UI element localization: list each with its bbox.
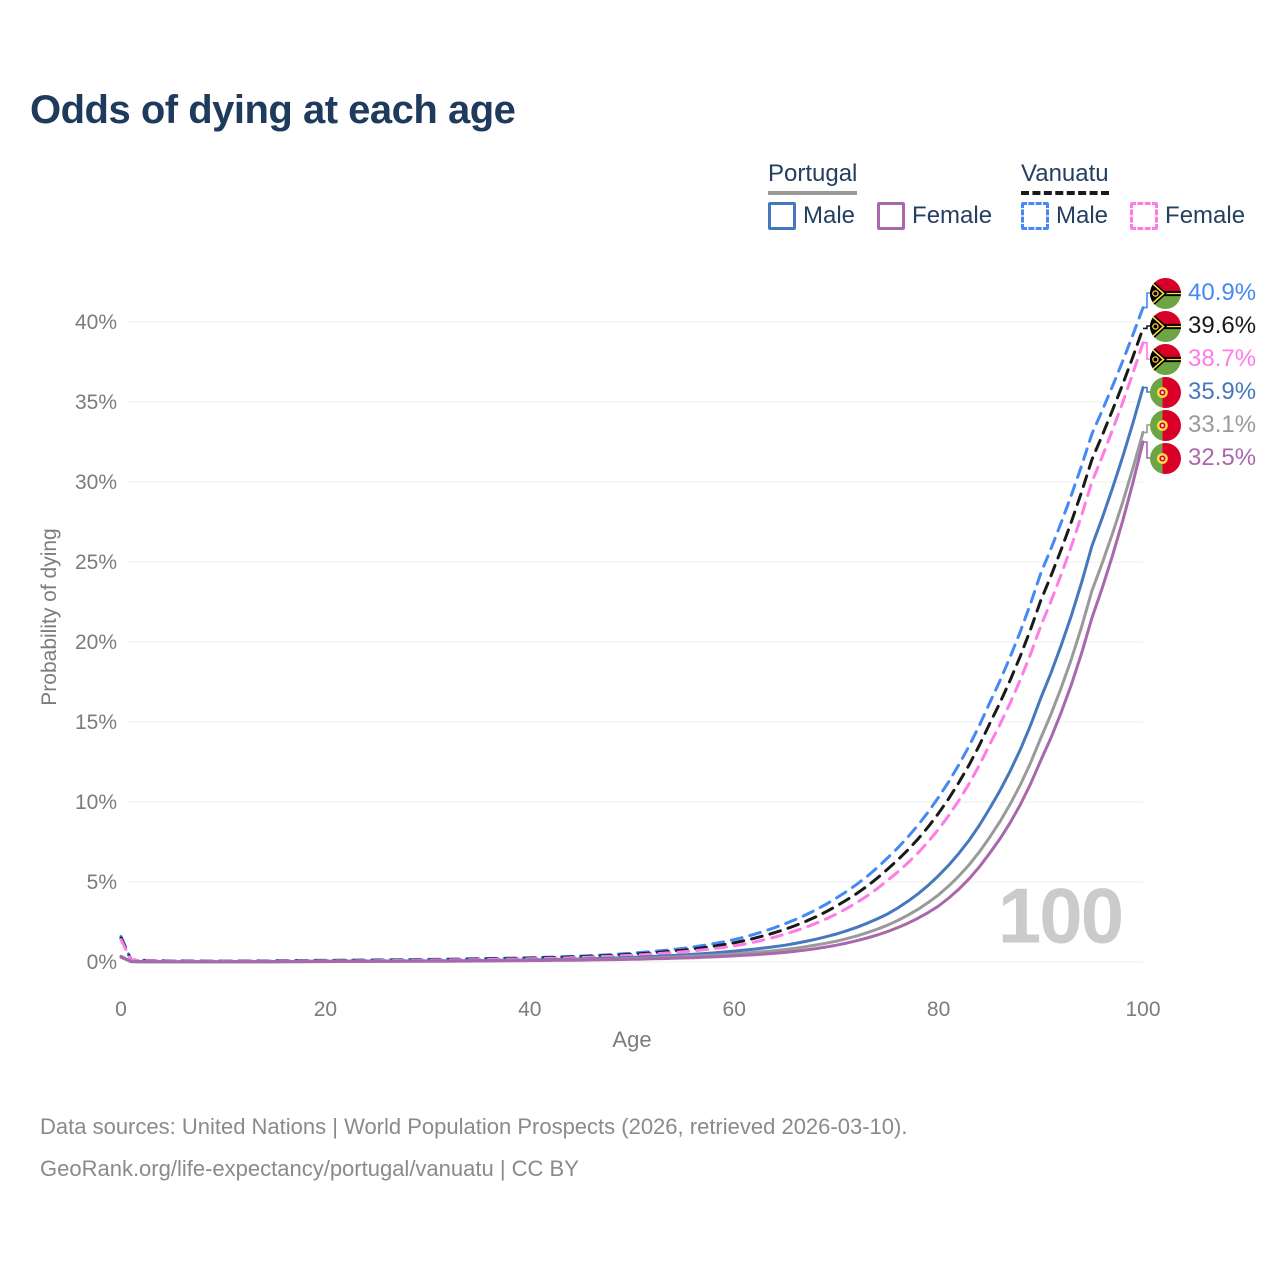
- y-tick-30: 30%: [75, 471, 117, 494]
- leader-line-vanuatu-total: [1143, 325, 1151, 330]
- georank-link[interactable]: GeoRank.org/life-expectancy/portugal/van…: [40, 1156, 579, 1181]
- legend-label-male: Male: [1056, 202, 1109, 229]
- legend-portugal-male[interactable]: Male: [768, 202, 855, 230]
- x-tick-100: 100: [1125, 998, 1160, 1021]
- y-tick-5: 5%: [87, 871, 117, 894]
- legend-label-female: Female: [912, 202, 993, 229]
- leader-line-vanuatu-male: [1143, 292, 1151, 309]
- data-sources-text: Data sources: United Nations | World Pop…: [40, 1114, 908, 1139]
- y-tick-0: 0%: [87, 951, 117, 974]
- series-line-vanuatu-total[interactable]: [119, 326, 1145, 963]
- series-line-vanuatu-male[interactable]: [119, 306, 1145, 963]
- vanuatu-male-swatch: [1021, 202, 1049, 230]
- y-tick-40: 40%: [75, 311, 117, 334]
- x-axis-title: Age: [612, 1027, 652, 1052]
- y-tick-15: 15%: [75, 711, 117, 734]
- y-tick-20: 20%: [75, 631, 117, 654]
- leader-line-portugal-male: [1143, 386, 1151, 393]
- legend-vanuatu-label[interactable]: Vanuatu: [1021, 160, 1109, 195]
- legend-vanuatu-female[interactable]: Female: [1130, 202, 1245, 230]
- leader-line-portugal-female: [1143, 441, 1151, 459]
- series-line-portugal-male[interactable]: [119, 386, 1145, 964]
- y-tick-10: 10%: [75, 791, 117, 814]
- legend-vanuatu-male[interactable]: Male: [1021, 202, 1108, 230]
- leader-line-portugal-total: [1143, 424, 1151, 434]
- footer: Data sources: United Nations | World Pop…: [40, 1106, 907, 1190]
- vanuatu-female-swatch: [1130, 202, 1159, 230]
- legend-group-portugal: Portugal Male Female: [768, 160, 992, 230]
- x-tick-20: 20: [314, 998, 337, 1021]
- legend-group-vanuatu: Vanuatu Male Female: [1021, 160, 1245, 230]
- x-tick-40: 40: [518, 998, 541, 1021]
- x-tick-80: 80: [927, 998, 950, 1021]
- legend-label-male: Male: [803, 202, 856, 229]
- portugal-female-swatch: [877, 202, 906, 230]
- series-line-portugal-female[interactable]: [119, 440, 1145, 964]
- leader-line-vanuatu-female: [1143, 342, 1151, 360]
- legend-label-female: Female: [1165, 202, 1246, 229]
- legend-portugal-label[interactable]: Portugal: [768, 160, 858, 195]
- x-tick-60: 60: [723, 998, 746, 1021]
- y-tick-25: 25%: [75, 551, 117, 574]
- y-tick-35: 35%: [75, 391, 117, 414]
- page-title: Odds of dying at each age: [30, 88, 516, 132]
- series-line-vanuatu-female[interactable]: [119, 341, 1145, 963]
- portugal-male-swatch: [768, 202, 796, 230]
- age-watermark: 100: [997, 871, 1124, 960]
- legend-portugal-female[interactable]: Female: [877, 202, 992, 230]
- x-tick-0: 0: [115, 998, 127, 1021]
